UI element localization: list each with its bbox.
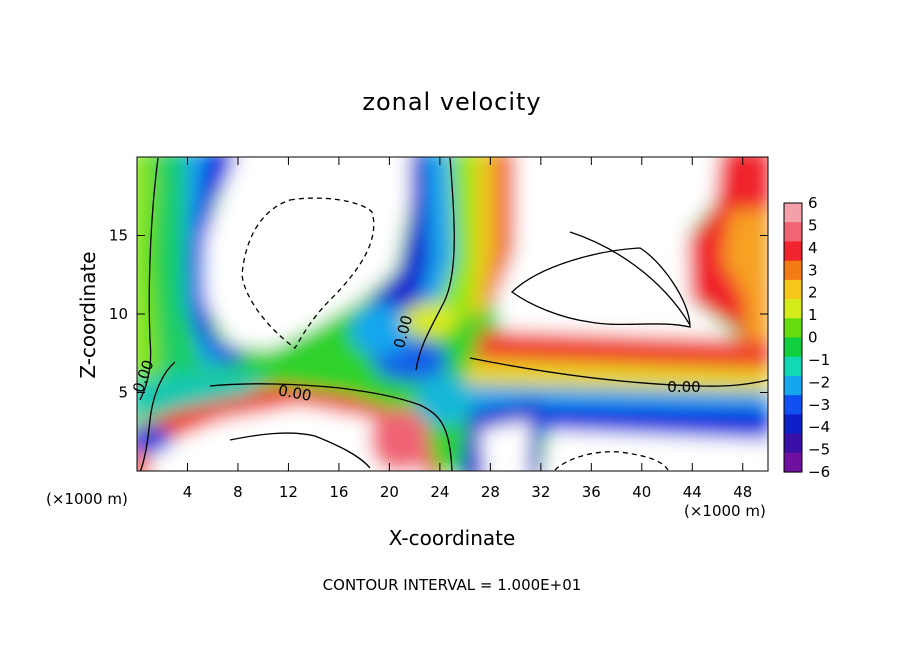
colorbar-swatch bbox=[784, 203, 802, 223]
y-tick-label: 10 bbox=[109, 305, 128, 323]
colorbar-tick-label: 3 bbox=[808, 261, 818, 279]
colorbar-tick-label: 2 bbox=[808, 284, 818, 302]
x-axis: 4 8 12 16 20 24 28 32 36 40 44 48 bbox=[183, 157, 752, 501]
contour-label: 0.00 bbox=[277, 381, 313, 405]
x-tick-label: 8 bbox=[233, 483, 243, 501]
field-region bbox=[190, 157, 250, 365]
x-tick-label: 44 bbox=[683, 483, 702, 501]
field-region bbox=[350, 304, 410, 356]
y-tick-label: 5 bbox=[118, 384, 128, 402]
velocity-field bbox=[137, 157, 768, 471]
y-tick-label: 15 bbox=[109, 227, 128, 245]
colorbar-swatch bbox=[784, 337, 802, 358]
colorbar-tick-label: 4 bbox=[808, 239, 818, 257]
x-tick-label: 40 bbox=[632, 483, 651, 501]
colorbar-tick-label: 6 bbox=[808, 194, 818, 212]
colorbar-tick-label: −2 bbox=[808, 373, 830, 391]
colorbar-swatch bbox=[784, 318, 802, 339]
colorbar-tick-label: 0 bbox=[808, 329, 818, 347]
x-tick-label: 32 bbox=[531, 483, 550, 501]
colorbar: 6 5 4 3 2 1 0 −1 −2 −3 −4 −5 −6 bbox=[783, 194, 830, 481]
colorbar-tick-label: −6 bbox=[808, 463, 830, 481]
colorbar-swatch bbox=[784, 299, 802, 319]
field-region bbox=[360, 157, 450, 350]
colorbar-tick-label: −3 bbox=[808, 396, 830, 414]
contour-zero-left bbox=[139, 157, 159, 401]
contour-zero-lower-left bbox=[139, 361, 176, 471]
field-eddy bbox=[480, 420, 530, 471]
field-eddy bbox=[205, 157, 419, 350]
colorbar-tick-label: 1 bbox=[808, 306, 818, 324]
colorbar-swatch bbox=[784, 260, 802, 281]
colorbar-swatch bbox=[784, 222, 802, 243]
field-region bbox=[137, 370, 270, 419]
colorbar-swatch bbox=[784, 375, 802, 396]
field-region bbox=[137, 426, 172, 454]
x-tick-label: 28 bbox=[481, 483, 500, 501]
x-tick-label: 24 bbox=[430, 483, 449, 501]
x-axis-label: X-coordinate bbox=[388, 526, 516, 550]
contour-lines bbox=[139, 157, 768, 471]
x-unit-label-right: (×1000 m) bbox=[684, 502, 766, 520]
colorbar-tick-label: −5 bbox=[808, 441, 830, 459]
colorbar-swatch bbox=[784, 395, 802, 415]
contour-positive-edge bbox=[569, 231, 691, 326]
field-eddy bbox=[541, 430, 768, 471]
x-tick-label: 48 bbox=[733, 483, 752, 501]
field-region bbox=[485, 157, 525, 305]
contour-zero-right bbox=[469, 357, 768, 387]
colorbar-frame bbox=[783, 202, 803, 473]
chart-title: zonal velocity bbox=[362, 88, 542, 116]
colorbar-swatch bbox=[784, 433, 802, 454]
colorbar-swatch bbox=[784, 356, 802, 377]
field-blurred bbox=[137, 157, 768, 471]
colorbar-tick-label: 5 bbox=[808, 216, 818, 234]
contour-interval-text: CONTOUR INTERVAL = 1.000E+01 bbox=[322, 576, 582, 594]
contour-zero-middle bbox=[209, 383, 453, 471]
colorbar-swatch bbox=[784, 279, 802, 300]
contour-label: 0.00 bbox=[667, 378, 700, 396]
field-region bbox=[370, 408, 430, 471]
colorbar-tick-label: −4 bbox=[808, 418, 830, 436]
y-axis: 5 10 15 bbox=[109, 227, 768, 402]
colorbar-tick-label: −1 bbox=[808, 351, 830, 369]
y-axis-label: Z-coordinate bbox=[76, 251, 100, 379]
field-region bbox=[415, 374, 475, 426]
field-region bbox=[402, 302, 458, 338]
contour-zero-center bbox=[415, 157, 455, 371]
colorbar-swatch bbox=[784, 414, 802, 435]
x-tick-label: 12 bbox=[279, 483, 298, 501]
x-tick-label: 4 bbox=[183, 483, 193, 501]
contour-positive bbox=[510, 247, 691, 328]
colorbar-swatch bbox=[784, 241, 802, 262]
field-eddy bbox=[150, 405, 425, 471]
x-tick-label: 36 bbox=[582, 483, 601, 501]
colorbar-swatch bbox=[784, 452, 802, 473]
field-region bbox=[722, 210, 768, 360]
x-unit-label-left: (×1000 m) bbox=[46, 490, 128, 508]
x-tick-label: 20 bbox=[380, 483, 399, 501]
x-tick-label: 16 bbox=[329, 483, 348, 501]
contour-positive-lower bbox=[229, 432, 371, 469]
